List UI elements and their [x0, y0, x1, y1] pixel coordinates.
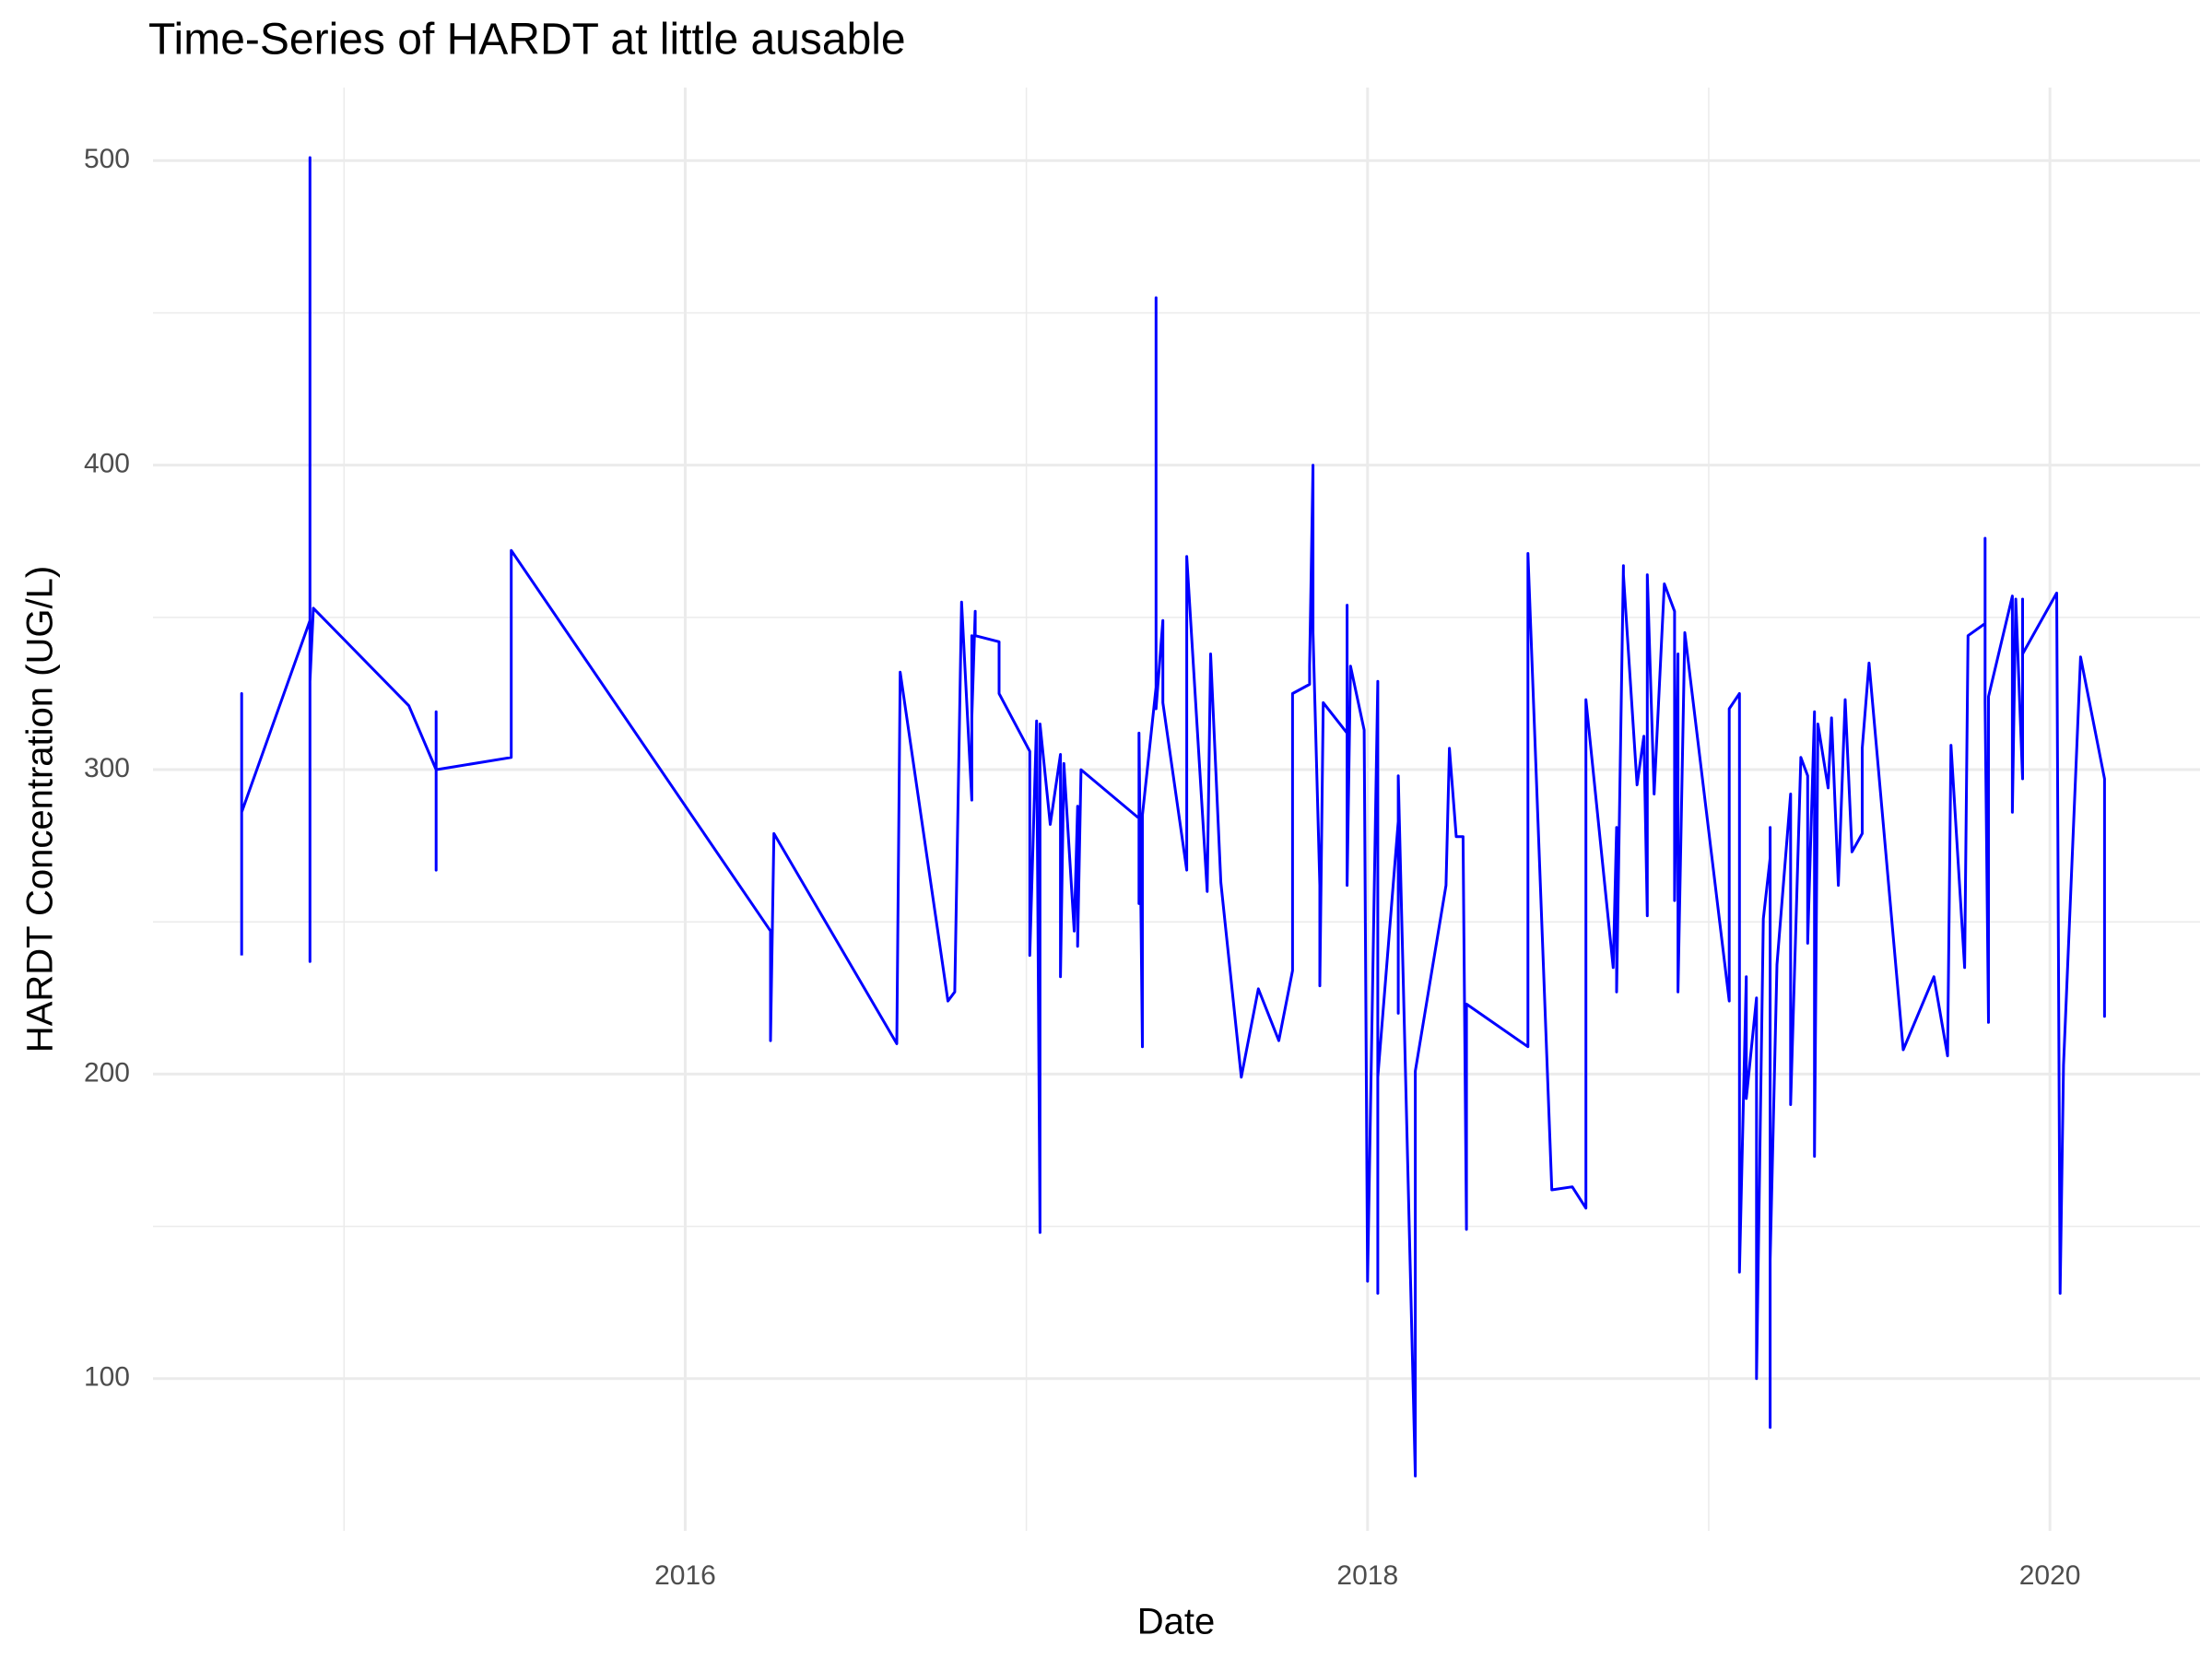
x-axis-title: Date [1137, 1602, 1216, 1642]
y-tick-label: 500 [84, 144, 130, 174]
y-tick-label: 100 [84, 1362, 130, 1393]
y-tick-label: 200 [84, 1057, 130, 1088]
data-line [240, 156, 2106, 1477]
y-axis-title: HARDT Concentration (UG/L) [20, 566, 61, 1053]
x-tick-label: 2020 [2019, 1560, 2081, 1591]
y-tick-label: 400 [84, 449, 130, 479]
x-tick-label: 2018 [1336, 1560, 1398, 1591]
y-tick-label: 300 [84, 753, 130, 783]
x-tick-label: 2016 [654, 1560, 716, 1591]
chart-title: Time-Series of HARDT at little ausable [148, 16, 906, 65]
